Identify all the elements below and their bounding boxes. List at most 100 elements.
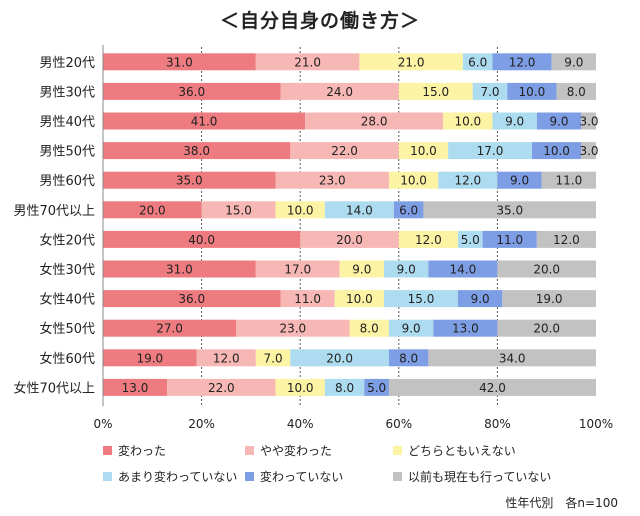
bar-segment [103,112,306,130]
data-label: 22.0 [208,381,235,395]
data-label: 17.0 [284,263,311,277]
bar-segment [167,378,276,396]
category-label: 男性20代 [39,56,95,71]
data-label: 20.0 [326,351,353,365]
data-label: 20.0 [533,322,560,336]
bar-segment [103,260,256,278]
bar-segment [196,349,256,367]
data-label: 5.0 [461,233,480,247]
legend-label: あまり変わっていない [118,469,237,484]
data-label: 28.0 [361,115,388,129]
bar-segment [103,201,202,219]
bar-segment [305,112,444,130]
data-label: 31.0 [166,55,193,69]
category-label: 女性50代 [39,321,95,337]
bar-segment [472,82,508,100]
x-tick-label: 0% [93,417,112,431]
bar-segment [388,319,434,337]
data-label: 10.0 [454,115,481,129]
data-label: 41.0 [191,115,218,129]
chart-title: ＜自分自身の働き方＞ [219,10,420,32]
data-label: 20.0 [533,263,560,277]
bar-segment [536,230,596,248]
data-label: 10.0 [543,144,570,158]
legend-label: 以前も現在も行っていない [408,469,551,484]
bar-segment [359,53,463,71]
data-label: 9.0 [471,292,490,306]
bar-segment [531,142,582,160]
category-label: 男性50代 [39,145,95,160]
data-label: 9.0 [397,263,416,277]
data-label: 10.0 [410,144,437,158]
bar-segment [280,82,399,100]
data-label: 8.0 [360,322,379,336]
data-label: 6.0 [399,203,418,217]
bar-segment [497,319,596,337]
data-label: 6.0 [468,55,487,69]
bar-segment [428,349,596,367]
bar-segment [103,378,168,396]
bar-segment [103,290,281,308]
legend-swatch [103,472,112,481]
bar-segment [423,201,596,219]
data-label: 9.0 [352,263,371,277]
data-label: 7.0 [480,85,499,99]
bar-segment [103,171,276,189]
bar-segment [448,142,532,160]
bar-segment [492,53,552,71]
data-label: 7.0 [264,351,283,365]
data-label: 20.0 [336,233,363,247]
x-tick-label: 40% [287,417,314,431]
bar-segment [541,171,596,189]
data-label: 19.0 [136,351,163,365]
data-label: 22.0 [331,144,358,158]
data-label: 11.0 [556,174,583,188]
category-label: 女性30代 [39,262,95,278]
legend-label: 変わった [118,443,166,458]
bar-segment [324,378,365,396]
legend-swatch [393,472,402,481]
bar-segment [433,319,498,337]
bar-segment [497,171,542,189]
bar-segment [290,349,389,367]
data-label: 21.0 [398,55,425,69]
bar-segment [492,112,537,130]
bar-segment [581,112,596,130]
legend-swatch [103,446,112,455]
bar-segment [255,260,340,278]
bar-segment [236,319,350,337]
category-label: 男性40代 [39,115,95,130]
data-label: 19.0 [536,292,563,306]
data-label: 35.0 [496,203,523,217]
bar-segment [507,82,557,100]
legend-swatch [245,446,254,455]
bar-segment [393,201,424,219]
data-label: 14.0 [450,263,477,277]
data-label: 36.0 [178,292,205,306]
bar-segment [201,201,276,219]
category-label: 女性20代 [39,232,95,248]
data-label: 24.0 [326,85,353,99]
data-label: 20.0 [139,203,166,217]
data-label: 14.0 [346,203,373,217]
data-label: 10.0 [346,292,373,306]
data-label: 36.0 [178,85,205,99]
data-label: 10.0 [287,203,314,217]
data-label: 10.0 [400,174,427,188]
bar-segment [438,171,498,189]
bar-segment [300,230,399,248]
bar-segment [398,142,449,160]
bar-segment [324,201,394,219]
data-label: 11.0 [294,292,321,306]
data-label: 38.0 [183,144,210,158]
legend-label: どちらともいえない [408,444,516,458]
bar-segment [364,378,389,396]
legend-label: 変わっていない [260,469,343,484]
data-label: 13.0 [452,322,479,336]
data-label: 12.0 [213,351,240,365]
bar-segment [581,142,596,160]
category-label: 男性30代 [39,85,95,100]
bar-segment [398,82,473,100]
data-label: 12.0 [454,174,481,188]
data-label: 9.0 [510,174,529,188]
